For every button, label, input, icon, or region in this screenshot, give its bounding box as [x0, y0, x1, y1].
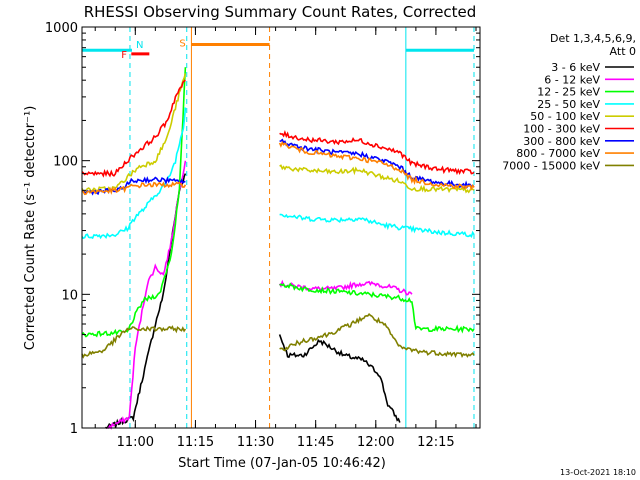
flag-label-F: F	[121, 50, 127, 61]
x-tick-label-5: 12:15	[417, 435, 454, 450]
legend-label-0: 3 - 6 keV	[551, 61, 600, 74]
plot-frame	[81, 26, 481, 429]
series-line-6-segment-0	[81, 176, 186, 196]
y-tick-label-1: 10	[61, 288, 78, 303]
x-tick-label-0: 11:00	[117, 435, 154, 450]
legend-label-4: 50 - 100 keV	[530, 110, 600, 123]
series-line-1-segment-0	[107, 160, 187, 430]
y-axis-label: Corrected Count Rate (s⁻¹ detector⁻¹)	[23, 106, 38, 351]
legend-label-7: 800 - 7000 keV	[516, 147, 600, 160]
timestamp: 13-Oct-2021 18:10	[560, 468, 636, 477]
series-line-5-segment-0	[81, 79, 186, 178]
series-line-3-segment-1	[279, 213, 475, 238]
chart-title: RHESSI Observing Summary Count Rates, Co…	[84, 3, 477, 21]
legend-label-6: 300 - 800 keV	[523, 135, 600, 148]
series-line-0-segment-1	[278, 334, 401, 423]
series-line-8-segment-0	[81, 325, 187, 359]
y-tick-label-2: 100	[53, 155, 78, 170]
series-line-2-segment-0	[81, 67, 187, 338]
legend-label-5: 100 - 300 keV	[523, 123, 600, 136]
flag-label-S: S	[179, 38, 185, 49]
legend-title: Det 1,3,4,5,6,9,	[550, 32, 636, 45]
plot-area: FN S	[81, 27, 475, 430]
series-line-8-segment-1	[279, 313, 475, 359]
series-line-4-segment-1	[279, 164, 475, 194]
legend-label-8: 7000 - 15000 keV	[502, 159, 600, 172]
series-line-7-segment-1	[278, 140, 475, 191]
series-line-2-segment-1	[279, 282, 475, 334]
legend-label-1: 6 - 12 keV	[544, 73, 600, 86]
y-tick-label-3: 1000	[45, 21, 78, 36]
axes: 11:00 11:15 11:30 11:45 12:00 12:15 1 10 100 1000	[45, 21, 481, 450]
legend-label-3: 25 - 50 keV	[537, 98, 600, 111]
legend-label-2: 12 - 25 keV	[537, 86, 600, 99]
series-line-6-segment-1	[279, 138, 475, 189]
x-tick-label-2: 11:30	[237, 435, 274, 450]
x-axis-label: Start Time (07-Jan-05 10:46:42)	[178, 456, 386, 471]
x-tick-label-4: 12:00	[357, 435, 394, 450]
x-tick-label-1: 11:15	[177, 435, 214, 450]
series-line-5-segment-1	[279, 129, 475, 176]
series-line-4-segment-0	[81, 73, 187, 194]
legend-subtitle: Att 0	[610, 45, 636, 58]
y-tick-label-0: 1	[70, 422, 78, 437]
series-line-7-segment-0	[81, 181, 187, 196]
x-tick-label-3: 11:45	[297, 435, 334, 450]
series-line-3-segment-0	[81, 107, 187, 240]
flag-label-N: N	[136, 40, 143, 51]
